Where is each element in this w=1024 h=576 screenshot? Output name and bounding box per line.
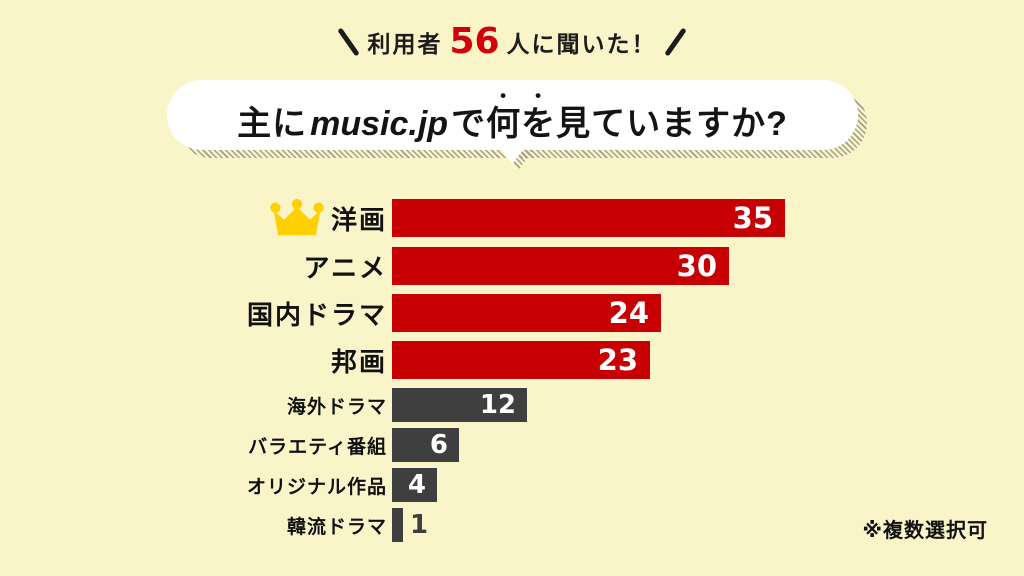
bar-cell: 30 [392,247,729,285]
chart-row: バラエティ番組 6 [72,428,785,462]
bar: 35 [392,199,785,237]
bar-cell: 35 [392,199,785,237]
bar-value: 24 [608,295,649,330]
bar: 24 [392,294,661,332]
bar-value: 6 [429,430,448,460]
category-label-cell: オリジナル作品 [72,472,392,499]
category-label-cell: 邦画 [72,342,392,379]
chart-row: 国内ドラマ 24 [72,294,785,332]
footnote: ※複数選択可 [862,520,988,542]
chart-row: オリジナル作品 4 [72,468,785,502]
category-label: 洋画 [330,204,387,235]
category-label: 国内ドラマ [246,299,387,330]
category-label: 韓流ドラマ [286,516,387,538]
bar: 4 [392,468,437,502]
title-bubble: 主に music.jp で何を 見ていますか? [167,80,858,150]
right-slash-decoration [663,27,687,57]
category-label-cell: アニメ [72,248,392,285]
bar-value: 12 [479,390,516,420]
bar [392,508,403,542]
bar-cell: 12 [392,388,527,422]
title-mid: で [451,104,487,143]
badge-prefix: 利用者 [367,31,443,57]
chart-row: 洋画 35 [72,198,785,238]
category-label-cell: 洋画 [72,198,392,238]
category-label: アニメ [303,252,387,283]
chart-row: アニメ 30 [72,247,785,285]
chart-row: 韓流ドラマ 1 [72,508,785,542]
chart-row: 海外ドラマ 12 [72,388,785,422]
badge-suffix: 人に聞いた！ [506,31,657,57]
page-title: 主に music.jp で何を 見ていますか? [237,86,788,145]
title-emphasis: 何を [486,104,557,143]
bar-value: 35 [732,200,773,235]
category-label-cell: 韓流ドラマ [72,512,392,539]
bar: 12 [392,388,527,422]
survey-badge: 利用者 56 人に聞いた！ [0,24,1024,60]
bar-cell: 1 [392,508,439,542]
title-brand: music.jp [310,104,449,143]
category-label: オリジナル作品 [246,476,387,498]
bar-cell: 23 [392,341,650,379]
bar-value: 30 [676,248,717,283]
category-label-cell: 国内ドラマ [72,295,392,332]
category-label: 邦画 [330,346,387,377]
bar: 6 [392,428,459,462]
bar-cell: 6 [392,428,459,462]
category-label: 海外ドラマ [286,396,387,418]
bar-value: 4 [407,470,426,500]
bar-cell: 24 [392,294,661,332]
title-pre: 主に [237,104,308,143]
bar-cell: 4 [392,468,437,502]
badge-text: 利用者 56 人に聞いた！ [367,24,656,60]
badge-count: 56 [449,21,500,62]
title-bubble-wrap: 主に music.jp で何を 見ていますか? [167,80,867,170]
category-label-cell: バラエティ番組 [72,432,392,459]
bar-chart: 洋画 35 アニメ 30 国内ドラマ 24 [72,198,785,548]
left-slash-decoration [337,27,361,57]
category-label-cell: 海外ドラマ [72,392,392,419]
bar-value: 23 [597,342,638,377]
chart-row: 邦画 23 [72,341,785,379]
crown-icon [269,198,327,238]
category-label: バラエティ番組 [248,436,387,458]
title-post: 見ていますか? [556,104,788,143]
bar: 23 [392,341,650,379]
bar: 30 [392,247,729,285]
bar-value-outside: 1 [410,510,429,540]
